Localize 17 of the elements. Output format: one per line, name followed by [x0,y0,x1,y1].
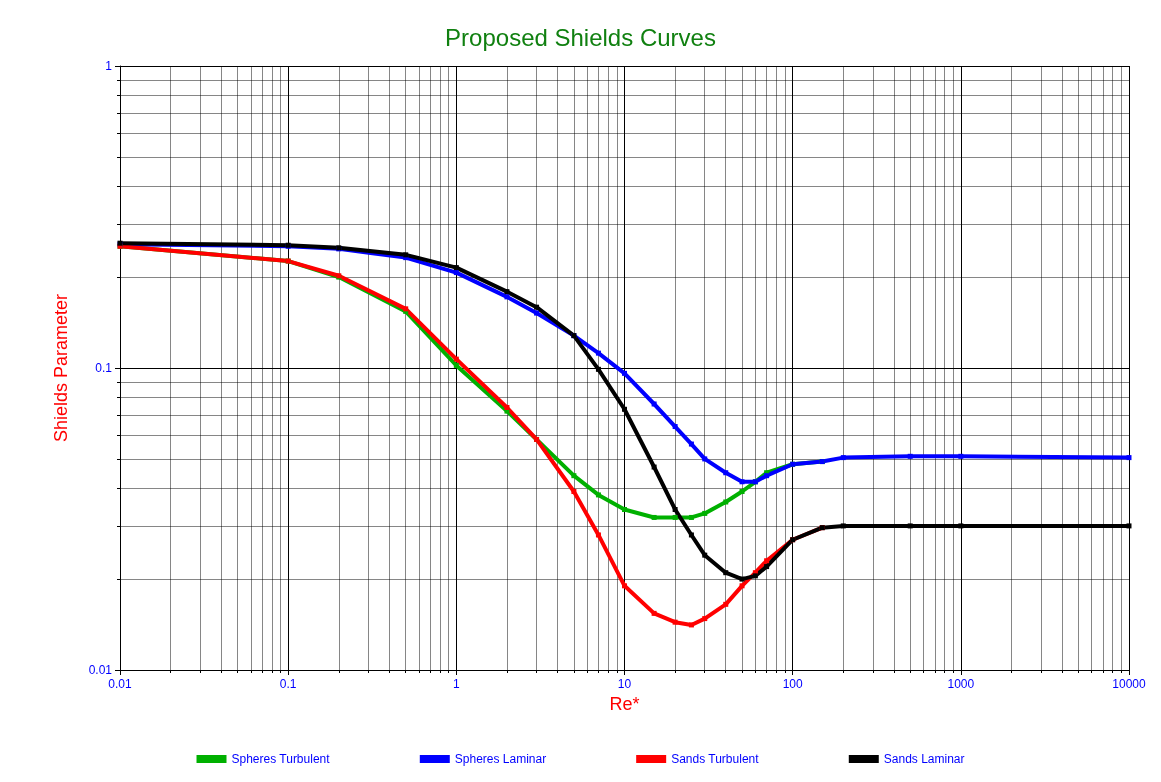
x-tick-label: 1000 [947,677,975,691]
legend-label: Spheres Laminar [454,752,547,766]
y-tick-label: 0.01 [88,663,113,677]
x-tick-label: 10000 [1112,677,1147,691]
legend-label: Sands Laminar [883,752,965,766]
x-tick-label: 100 [782,677,803,691]
x-tick-label: 10 [617,677,632,691]
y-tick-label: 0.1 [95,361,113,375]
chart-title: Proposed Shields Curves [445,23,716,51]
y-axis-title: Shields Parameter [51,293,71,443]
legend-label: Spheres Turbulent [231,752,331,766]
y-tick-label: 1 [105,59,113,73]
x-tick-label: 0.1 [279,677,297,691]
x-axis-title: Re* [609,693,640,714]
legend-label: Sands Turbulent [671,752,760,766]
x-tick-label: 0.01 [108,677,132,691]
x-tick-label: 1 [452,677,460,691]
